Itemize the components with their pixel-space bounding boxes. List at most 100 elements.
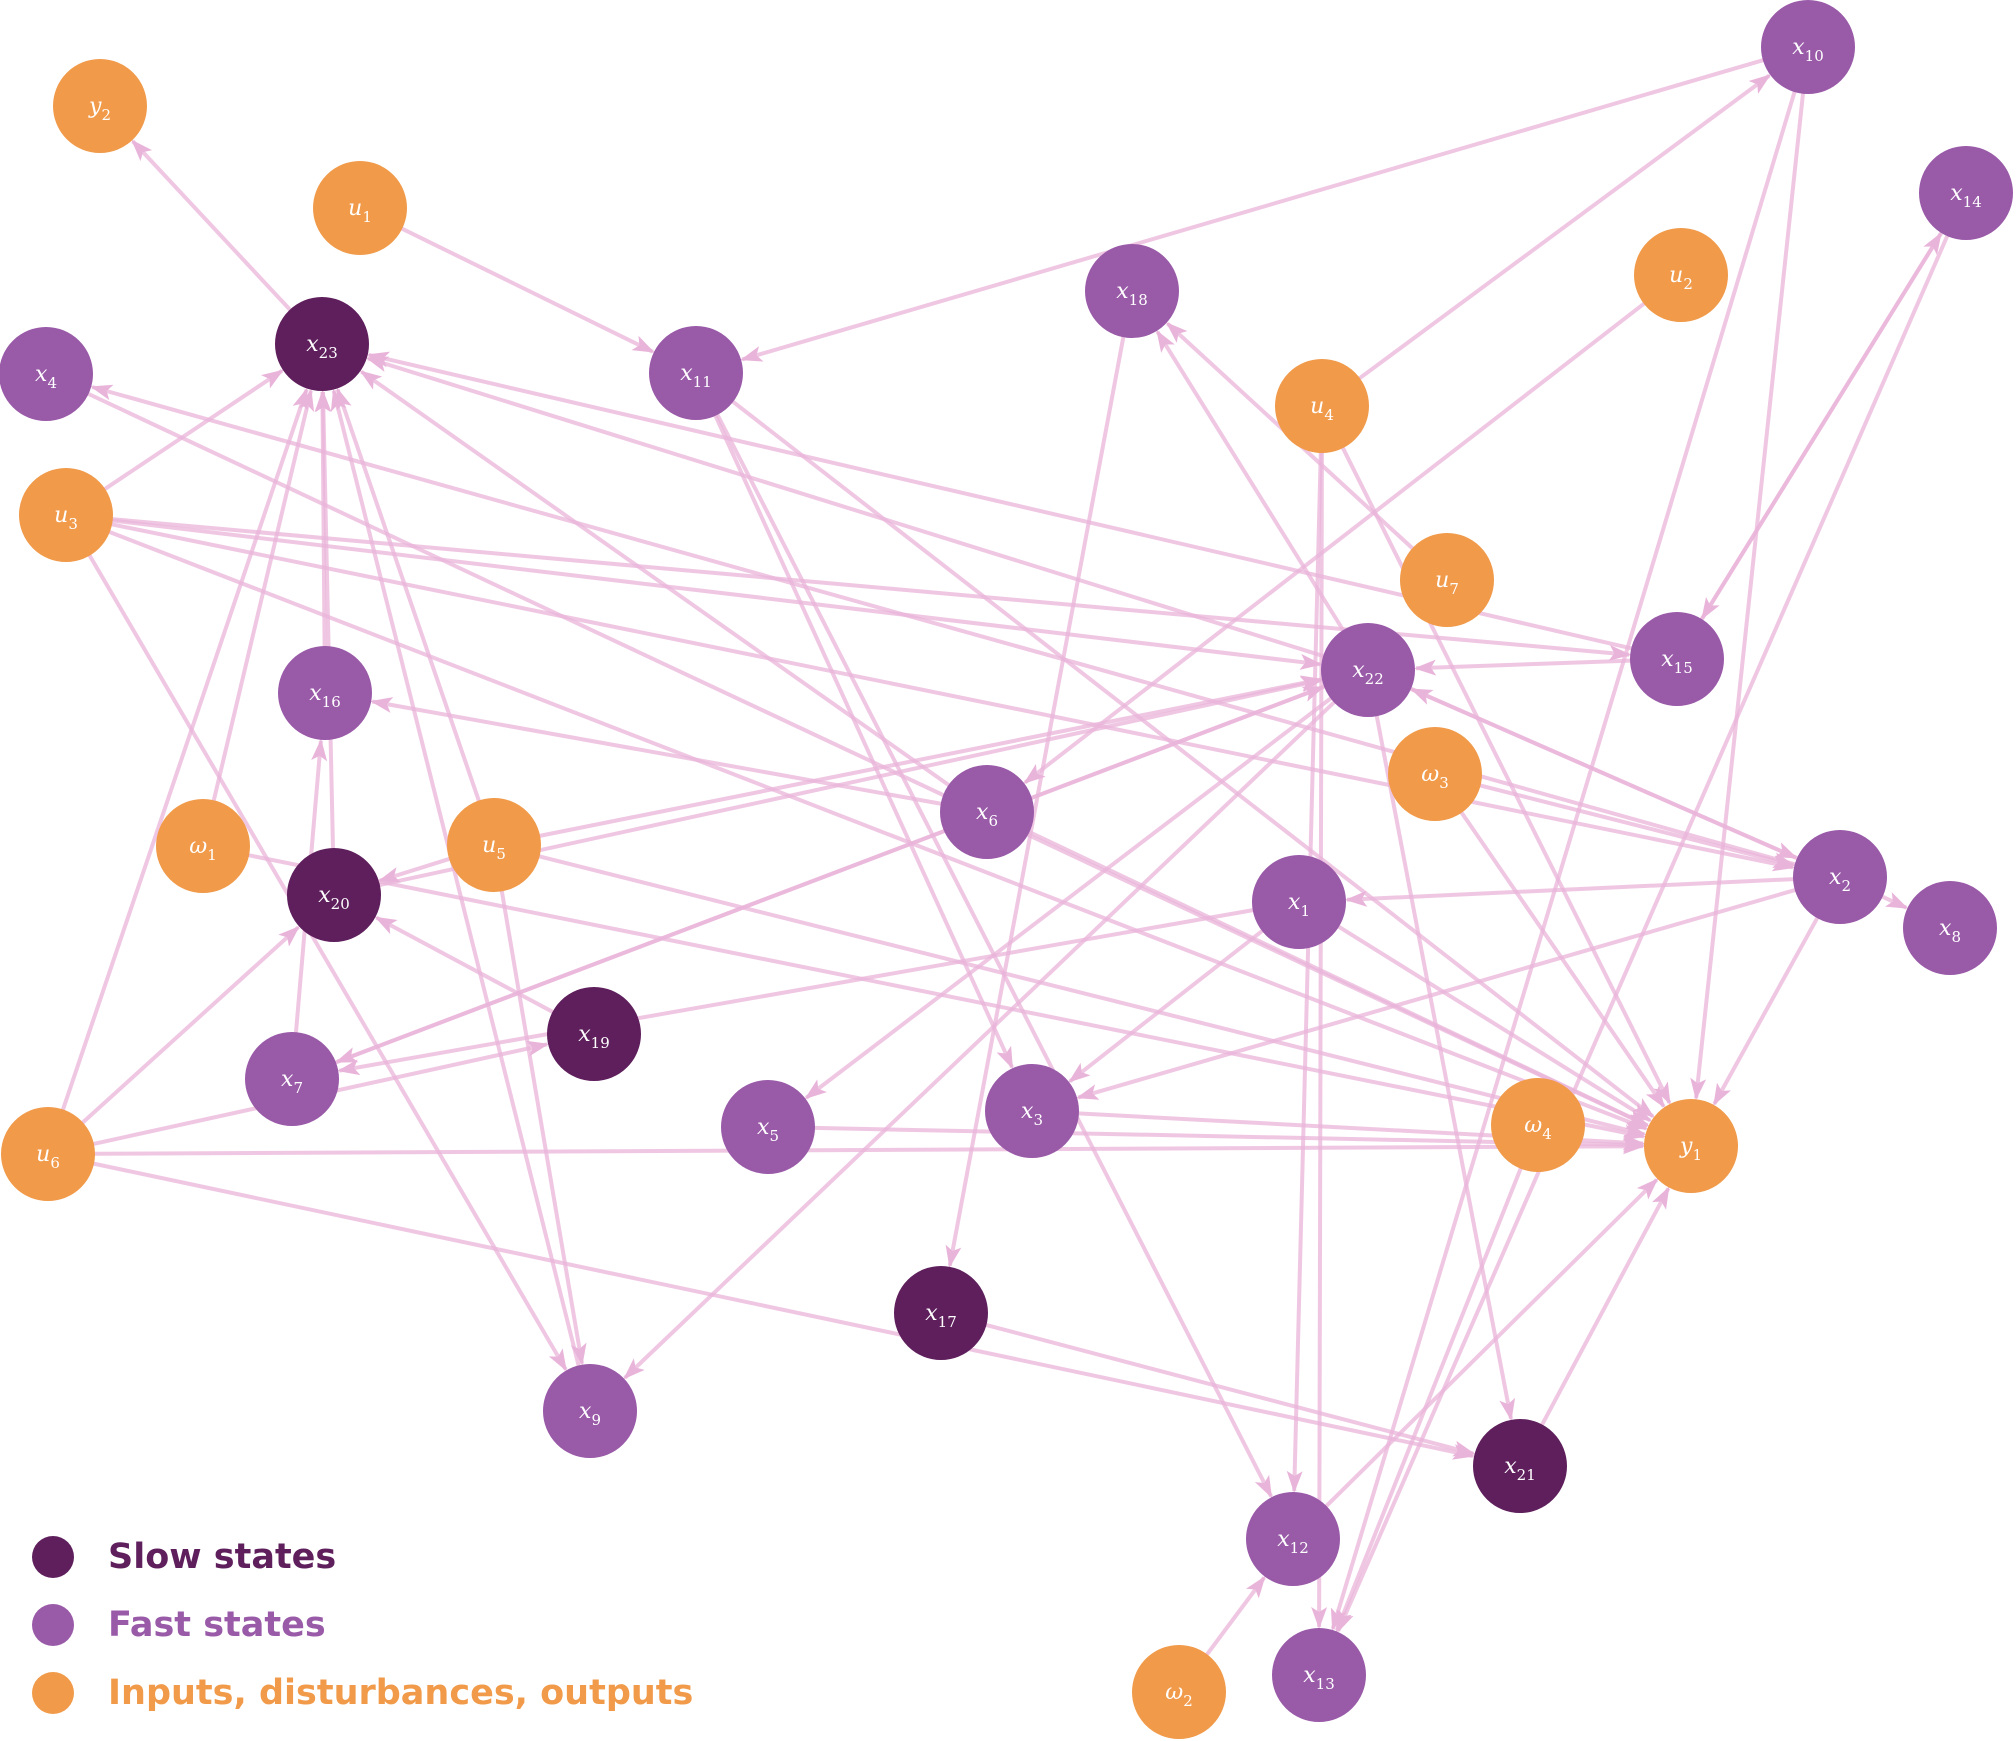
node-circle-w4: [1491, 1078, 1585, 1172]
node-circle-x15: [1630, 612, 1724, 706]
node-label-u7: u7: [1435, 568, 1459, 598]
node-label-base: x: [1950, 181, 1963, 206]
node-label-subscript: 1: [362, 208, 372, 226]
node-circle-x17: [894, 1266, 988, 1360]
node-label-subscript: 6: [50, 1154, 60, 1172]
node-label-base: ω: [189, 834, 207, 859]
node-u1: u1: [313, 161, 407, 255]
node-label-x16: x16: [309, 681, 341, 711]
node-label-base: x: [680, 361, 693, 386]
node-x9: x9: [543, 1364, 637, 1458]
node-label-x7: x7: [281, 1067, 303, 1097]
node-circle-x3: [985, 1064, 1079, 1158]
node-label-subscript: 17: [938, 1313, 957, 1331]
node-label-base: x: [579, 1399, 592, 1424]
node-label-subscript: 2: [1841, 877, 1851, 895]
node-circle-x10: [1761, 0, 1855, 94]
node-circle-x22: [1321, 623, 1415, 717]
edge-w3-to-x2: [1479, 783, 1796, 869]
edge-x10-to-y1: [1690, 92, 1806, 1101]
node-label-subscript: 14: [1963, 193, 1982, 211]
node-label-subscript: 8: [1951, 928, 1961, 946]
node-label-x14: x14: [1950, 181, 1982, 211]
node-x17: x17: [894, 1266, 988, 1360]
edge-x22-to-x21: [1374, 714, 1516, 1421]
node-label-subscript: 23: [319, 344, 338, 362]
edge-u5-to-x20: [377, 856, 451, 883]
node-label-w4: ω4: [1524, 1113, 1552, 1143]
node-x10: x10: [1761, 0, 1855, 94]
node-label-base: x: [1021, 1099, 1034, 1124]
node-circle-x2: [1793, 830, 1887, 924]
edge-x2-to-y1: [1712, 916, 1820, 1106]
node-label-base: u: [1310, 394, 1324, 419]
edge-x11-to-y1: [731, 399, 1655, 1119]
edge-x2-to-x1: [1344, 877, 1795, 907]
node-circle-x6: [940, 765, 1034, 859]
node-label-subscript: 22: [1365, 670, 1384, 688]
legend-item-slow: Slow states: [32, 1523, 693, 1591]
node-label-x12: x12: [1277, 1527, 1309, 1557]
node-label-x5: x5: [757, 1115, 779, 1145]
edge-u4-to-x10: [1357, 73, 1772, 381]
node-label-x9: x9: [579, 1399, 601, 1429]
legend-item-io: Inputs, disturbances, outputs: [32, 1659, 693, 1727]
node-circle-u1: [313, 161, 407, 255]
node-circle-w3: [1388, 727, 1482, 821]
node-x16: x16: [278, 646, 372, 740]
node-circle-x16: [278, 646, 372, 740]
edge-u5-to-x23: [335, 387, 481, 803]
node-label-x17: x17: [925, 1301, 957, 1331]
node-circle-x21: [1473, 1419, 1567, 1513]
node-label-w2: ω2: [1165, 1680, 1193, 1710]
edge-u6-to-x23: [60, 387, 309, 1112]
node-circle-x4: [0, 327, 93, 421]
node-u6: u6: [1, 1107, 95, 1201]
node-label-subscript: 1: [1300, 902, 1310, 920]
node-label-base: u: [1669, 263, 1683, 288]
node-x20: x20: [287, 848, 381, 942]
edge-u4-to-x13: [1311, 451, 1328, 1629]
node-label-base: x: [1277, 1527, 1290, 1552]
edge-u6-to-x21: [92, 1161, 1475, 1460]
node-w3: ω3: [1388, 727, 1482, 821]
node-circle-x12: [1246, 1492, 1340, 1586]
node-label-u2: u2: [1669, 263, 1693, 293]
node-label-subscript: 4: [1324, 406, 1334, 424]
node-label-subscript: 1: [207, 846, 217, 864]
node-label-u3: u3: [54, 503, 78, 533]
node-label-u5: u5: [482, 833, 506, 863]
node-circle-w2: [1132, 1645, 1226, 1739]
node-x2: x2: [1793, 830, 1887, 924]
edge-w3-to-y1: [1459, 810, 1666, 1109]
edge-u5-to-x22: [538, 675, 1323, 838]
edge-x10-to-x11: [740, 57, 1765, 362]
node-label-u1: u1: [348, 196, 372, 226]
node-label-base: u: [482, 833, 496, 858]
node-label-u4: u4: [1310, 394, 1334, 424]
node-label-base: ω: [1421, 762, 1439, 787]
node-circle-u3: [19, 468, 113, 562]
edge-x4-to-y1: [86, 391, 1650, 1128]
node-circle-x1: [1252, 855, 1346, 949]
node-label-x4: x4: [35, 362, 57, 392]
node-label-base: u: [54, 503, 68, 528]
node-circle-u6: [1, 1107, 95, 1201]
node-u4: u4: [1275, 359, 1369, 453]
node-label-y2: y2: [88, 94, 111, 124]
edge-x22-to-x5: [804, 696, 1333, 1100]
node-x7: x7: [245, 1032, 339, 1126]
node-label-subscript: 5: [496, 845, 506, 863]
edge-x17-to-x21: [984, 1322, 1476, 1457]
node-label-base: y: [88, 94, 102, 119]
node-label-base: u: [348, 196, 362, 221]
node-w1: ω1: [156, 799, 250, 893]
node-circle-w1: [156, 799, 250, 893]
edge-x22-to-x18: [1155, 330, 1346, 633]
node-label-subscript: 6: [988, 812, 998, 830]
node-label-subscript: 3: [68, 515, 78, 533]
edge-u5-to-y1: [538, 854, 1647, 1138]
node-x4: x4: [0, 327, 93, 421]
node-label-x19: x19: [578, 1022, 610, 1052]
